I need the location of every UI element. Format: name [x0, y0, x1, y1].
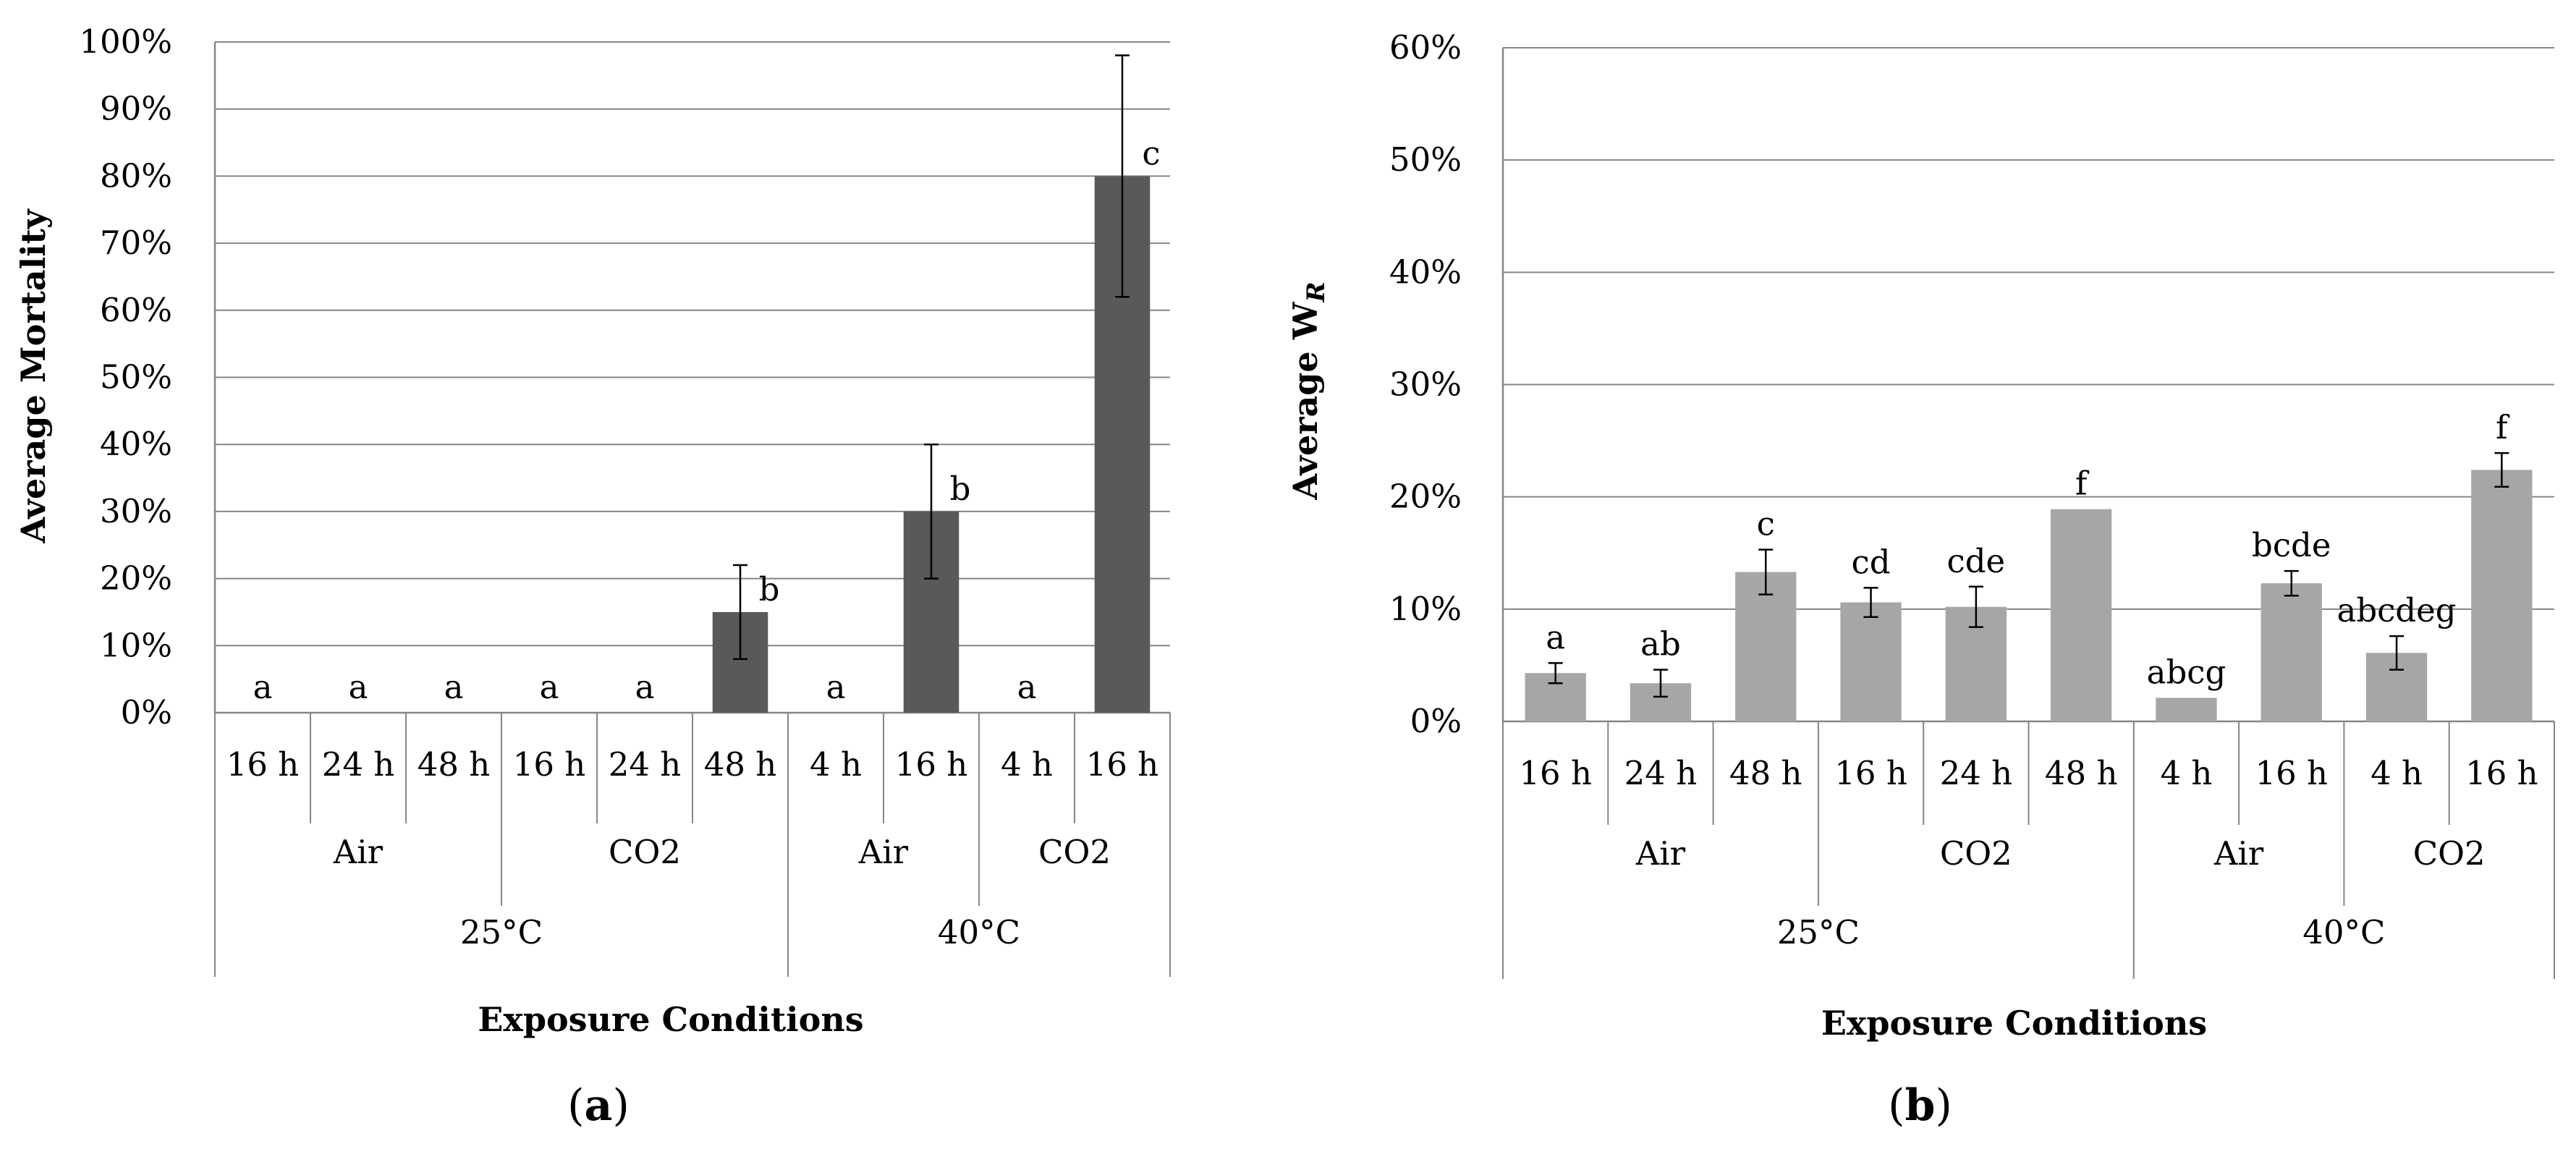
panel-letter: b [1905, 1080, 1936, 1131]
x-category-label: 24 h [609, 745, 682, 784]
y-tick-label: 0% [121, 693, 172, 732]
y-tick-label: 40% [1389, 253, 1462, 291]
x-category-label: 48 h [418, 745, 491, 784]
significance-letter: a [826, 668, 846, 706]
y-tick-label: 30% [1389, 365, 1462, 404]
gas-group-label: Air [858, 833, 909, 871]
significance-letter: a [1017, 668, 1037, 706]
gas-group-label: Air [333, 833, 384, 871]
temperature-group-label: 40°C [938, 913, 1020, 951]
gas-group-label: CO2 [2413, 834, 2486, 873]
significance-letter: a [349, 668, 368, 706]
y-tick-label: 10% [1389, 590, 1462, 628]
panel-label: (a) [567, 1080, 630, 1131]
y-axis-title-text: Average W [1286, 301, 1325, 500]
bar [2261, 583, 2322, 721]
y-tick-label: 0% [1410, 702, 1462, 740]
bar [1840, 602, 1902, 721]
gas-group-label: CO2 [1038, 833, 1111, 871]
gas-group-label: CO2 [609, 833, 681, 871]
significance-letter: a [540, 668, 559, 706]
y-tick-label: 90% [100, 90, 172, 128]
x-category-label: 16 h [2255, 754, 2328, 792]
significance-letter: c [1142, 134, 1160, 172]
significance-letter: f [2496, 408, 2510, 446]
significance-letter: bcde [2252, 526, 2331, 564]
x-category-label: 48 h [2045, 754, 2118, 792]
x-category-label: 16 h [226, 745, 300, 784]
panel-paren-open: ( [1888, 1080, 1905, 1131]
significance-letter: b [759, 570, 780, 609]
significance-letter: f [2075, 465, 2090, 503]
x-category-label: 48 h [1729, 754, 1802, 792]
gas-group-label: CO2 [1940, 834, 2012, 873]
significance-letter: cde [1947, 542, 2006, 580]
y-axis-title: Average WR [1286, 281, 1331, 500]
significance-letter: abcg [2147, 653, 2227, 691]
temperature-group-label: 25°C [460, 913, 543, 951]
y-tick-label: 30% [100, 492, 172, 530]
y-tick-label: 20% [100, 559, 172, 598]
panel-letter: a [585, 1080, 613, 1131]
significance-letter: a [253, 668, 273, 706]
y-tick-label: 10% [100, 626, 172, 664]
x-category-label: 16 h [2465, 754, 2538, 792]
panel-label: (b) [1888, 1080, 1952, 1131]
panel-paren-close: ) [612, 1080, 629, 1131]
x-axis-title: Exposure Conditions [478, 1000, 863, 1039]
y-tick-label: 20% [1389, 478, 1462, 516]
x-category-label: 16 h [1834, 754, 1907, 792]
bar [1735, 572, 1797, 721]
y-tick-label: 50% [100, 358, 172, 397]
significance-letter: a [635, 668, 655, 706]
panel-paren-open: ( [567, 1080, 584, 1131]
significance-letter: abcdeg [2337, 591, 2457, 629]
x-category-label: 24 h [1940, 754, 2013, 792]
y-tick-label: 70% [100, 224, 172, 262]
gas-group-label: Air [2213, 834, 2264, 873]
y-axis-title-subscript: R [1302, 281, 1331, 302]
gas-group-label: Air [1635, 834, 1686, 873]
y-axis-title: Average Mortality [14, 208, 53, 543]
y-tick-label: 50% [1389, 140, 1462, 179]
bar [2471, 470, 2533, 721]
y-tick-label: 60% [1389, 28, 1462, 67]
temperature-group-label: 40°C [2302, 913, 2385, 951]
bar [2156, 698, 2217, 721]
significance-letter: cd [1852, 543, 1891, 581]
x-category-label: 4 h [1001, 745, 1053, 784]
x-category-label: 16 h [895, 745, 968, 784]
x-category-label: 16 h [1086, 745, 1159, 784]
y-tick-label: 40% [100, 425, 172, 463]
x-category-label: 16 h [513, 745, 586, 784]
y-axis-title-text: Average Mortality [14, 208, 53, 543]
x-category-label: 4 h [810, 745, 862, 784]
x-axis-title: Exposure Conditions [1821, 1004, 2207, 1043]
x-category-label: 24 h [322, 745, 395, 784]
y-tick-label: 60% [100, 291, 172, 329]
significance-letter: c [1757, 505, 1775, 543]
chart-b-wr: 0% 10% 20% 30% 40% 50% 60% a 16 h ab 24 h c 48 h cd 16… [1286, 28, 2555, 1131]
temperature-group-label: 25°C [1777, 913, 1860, 951]
significance-letter: b [950, 470, 971, 508]
bar [2051, 509, 2112, 721]
y-tick-label: 80% [100, 156, 172, 195]
x-category-label: 24 h [1624, 754, 1698, 792]
y-tick-label: 100% [79, 22, 172, 61]
x-category-label: 48 h [704, 745, 777, 784]
significance-letter: ab [1640, 625, 1681, 663]
significance-letter: a [444, 668, 464, 706]
x-category-label: 4 h [2160, 754, 2212, 792]
x-category-label: 4 h [2370, 754, 2423, 792]
panel-paren-close: ) [1935, 1080, 1952, 1131]
chart-a-mortality: 0% 10% 20% 30% 40% 50% 60% 70% 80% 90% 100% a 16 h a 2… [14, 22, 1171, 1131]
significance-letter: a [1546, 618, 1565, 656]
x-category-label: 16 h [1519, 754, 1592, 792]
